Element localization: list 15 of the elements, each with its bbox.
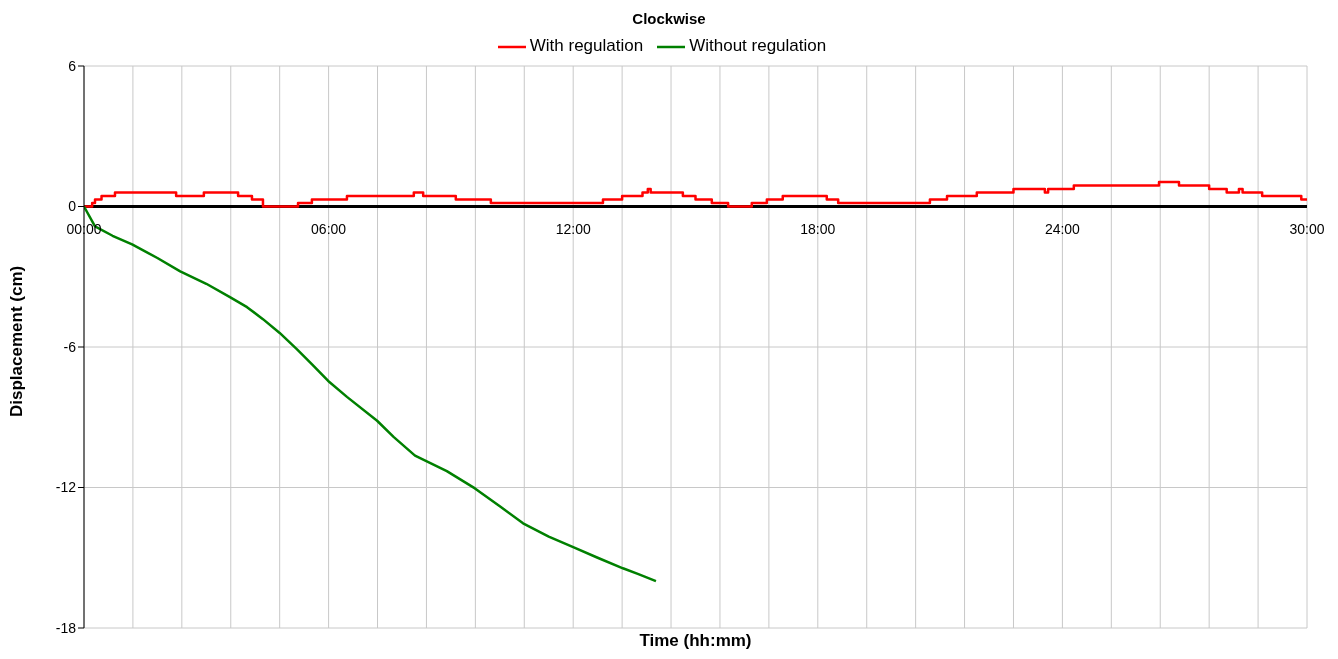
y-tick-label: 6 <box>68 57 77 74</box>
y-tick-label: 0 <box>68 198 77 215</box>
x-tick-label: 12:00 <box>555 220 591 237</box>
x-axis-title: Time (hh:mm) <box>638 631 753 651</box>
x-tick-label: 24:00 <box>1044 220 1081 237</box>
legend-label: With regulation <box>528 36 644 55</box>
y-axis-title: Displacement (cm) <box>7 265 27 417</box>
chart-title: Clockwise <box>631 10 707 27</box>
y-tick-label: -6 <box>63 338 77 355</box>
legend-label: Without regulation <box>688 36 827 55</box>
x-tick-label: 18:00 <box>800 220 836 237</box>
y-tick-label: -18 <box>55 619 77 636</box>
y-tick-label: -12 <box>55 479 77 496</box>
x-tick-label: 30:00 <box>1289 220 1325 237</box>
x-tick-label: 06:00 <box>311 220 347 237</box>
